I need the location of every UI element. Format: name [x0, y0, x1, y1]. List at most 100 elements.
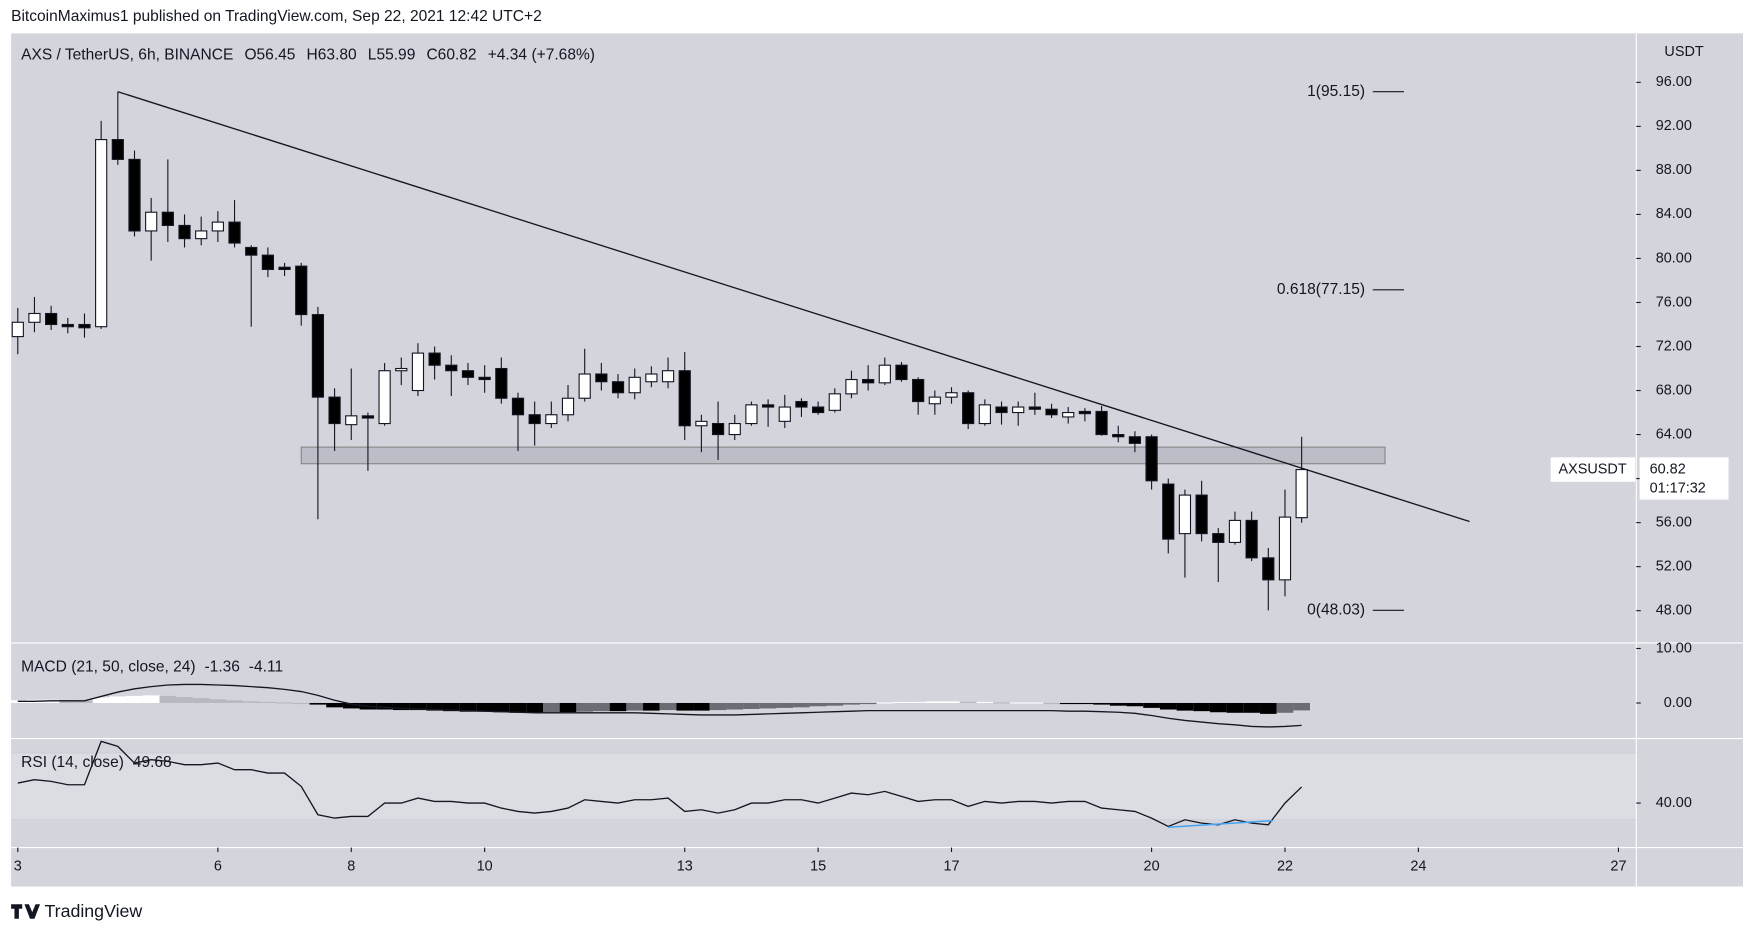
histogram-bar	[826, 702, 844, 706]
x-tick-label: 3	[14, 858, 22, 874]
candle-body	[728, 422, 741, 436]
histogram-bar	[1176, 702, 1194, 711]
legend-title: AXS / TetherUS, 6h, BINANCE	[21, 47, 233, 64]
histogram-bar	[92, 697, 110, 703]
candle-body	[461, 370, 475, 378]
candle-body	[228, 221, 241, 244]
candle-body	[361, 415, 375, 419]
histogram-bar	[426, 702, 443, 711]
y-tick-label: 0.00	[1664, 695, 1692, 711]
rsi-band	[11, 753, 1637, 820]
candle-body	[195, 230, 208, 240]
x-tick-label: 27	[1610, 858, 1626, 874]
histogram-bar	[859, 702, 877, 705]
histogram-bar	[76, 700, 93, 703]
symbol-tag: AXSUSDT	[1558, 461, 1626, 477]
histogram-bar	[1093, 702, 1110, 705]
candle-body	[1195, 494, 1208, 535]
candle-body	[411, 352, 425, 392]
y-tick-label: 72.00	[1656, 338, 1692, 354]
candle-body	[78, 323, 91, 329]
histogram-bar	[1009, 702, 1027, 704]
rsi-title: RSI (14, close)	[21, 754, 124, 771]
x-tick-label: 6	[214, 858, 222, 874]
histogram-bar	[1209, 702, 1227, 713]
legend-key: O	[244, 47, 256, 64]
candle-body	[745, 404, 758, 425]
candle-body	[1145, 436, 1158, 482]
x-tick-label: 22	[1277, 858, 1293, 874]
candle-body	[778, 406, 791, 422]
candle-body	[628, 376, 641, 394]
histogram-bar	[459, 702, 477, 712]
macd-line	[17, 683, 1302, 728]
candle-body	[895, 364, 908, 381]
histogram-bar	[1276, 702, 1294, 713]
histogram-bar	[159, 695, 177, 703]
x-tick-label: 15	[810, 858, 826, 874]
candle-body	[495, 367, 508, 399]
candle-body	[311, 314, 325, 398]
histogram-bar	[1043, 702, 1060, 705]
y-tick-label: 52.00	[1656, 558, 1692, 574]
histogram-bar	[926, 701, 944, 703]
histogram-bar	[1059, 702, 1077, 705]
histogram-bar	[759, 702, 777, 709]
x-tick-label: 8	[347, 858, 355, 874]
candle-body	[328, 396, 341, 425]
candle-body	[1012, 406, 1025, 414]
candle-body	[478, 376, 491, 381]
histogram-bar	[843, 702, 860, 705]
histogram-bar	[776, 702, 794, 708]
histogram-bar	[809, 702, 827, 707]
brand-logo	[11, 904, 41, 919]
y-tick-label: 68.00	[1656, 382, 1692, 398]
histogram-bar	[492, 702, 510, 713]
candle-body	[528, 414, 541, 425]
x-tick-label: 24	[1410, 858, 1426, 874]
histogram-bar	[959, 701, 977, 704]
candle-body	[61, 323, 74, 328]
histogram-bar	[192, 698, 210, 703]
candle-body	[978, 404, 991, 425]
histogram-bar	[309, 702, 327, 705]
macd-legend: MACD (21, 50, close, 24) -1.36 -4.11	[21, 658, 283, 675]
candle-body	[761, 404, 775, 408]
histogram-bar	[1243, 702, 1260, 713]
y-tick-label: 56.00	[1656, 514, 1692, 530]
candle-body	[661, 370, 675, 383]
y-tick-label: 96.00	[1656, 74, 1692, 90]
unit-label: USDT	[1664, 44, 1703, 60]
candle-body	[1262, 557, 1275, 581]
histogram-bar	[1109, 702, 1127, 706]
candle-body	[945, 392, 958, 398]
candle-body	[261, 254, 275, 271]
macd-hist-value: -1.36	[205, 658, 240, 675]
histogram-bar	[676, 702, 694, 711]
publisher-line: BitcoinMaximus1 published on TradingView…	[11, 8, 542, 25]
candle-body	[278, 266, 291, 271]
candle-body	[878, 364, 891, 384]
histogram-bar	[643, 702, 660, 711]
histogram-bar	[1193, 702, 1210, 712]
candle-body	[678, 370, 691, 427]
candle-body	[862, 378, 875, 384]
candle-body	[695, 420, 708, 427]
histogram-bar	[1226, 702, 1244, 713]
candle-body	[1178, 494, 1192, 535]
candle-body	[1212, 533, 1225, 543]
candle-body	[561, 397, 575, 416]
support-zone	[300, 446, 1386, 465]
histogram-bar	[626, 702, 644, 711]
y-tick-label: 48.00	[1656, 602, 1692, 618]
fib-label: 0.618(77.15)	[1277, 281, 1365, 298]
x-tick-label: 20	[1144, 858, 1160, 874]
candle-body	[428, 352, 441, 366]
candle-body	[11, 321, 24, 338]
histogram-bar	[292, 702, 310, 705]
legend-value: 56.45	[257, 47, 296, 64]
candle-body	[145, 211, 158, 232]
fib-label: 1(95.15)	[1307, 83, 1365, 100]
